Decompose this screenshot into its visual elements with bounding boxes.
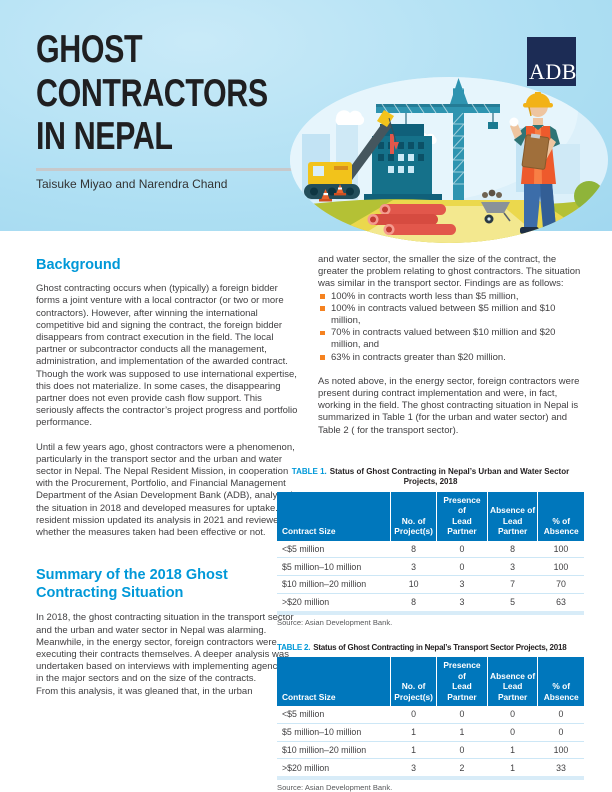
building	[364, 124, 442, 204]
section-heading-background: Background	[36, 257, 121, 273]
table-row: <$5 million 8 0 8 100	[282, 543, 569, 554]
section-heading-summary: Summary of the 2018 Ghost Contracting Si…	[36, 567, 228, 602]
list-item: 100% in contracts valued between $5 mill…	[320, 303, 584, 327]
col-header-contract-size: Contract Size	[277, 491, 391, 541]
traffic-cone-icon	[319, 184, 346, 202]
table-2: Contract Size No. of Project(s) Presence…	[277, 657, 584, 781]
pipes	[367, 204, 456, 235]
table-1: Contract Size No. of Project(s) Presence…	[277, 491, 584, 615]
background-paragraph-1: Ghost contracting occurs when (typically…	[36, 283, 298, 429]
findings-intro: and water sector, the smaller the size o…	[318, 254, 581, 290]
col-header-pct-absence: % of Absence	[537, 657, 584, 707]
table-2-source: Source: Asian Development Bank.	[277, 783, 393, 792]
col-header-pct-absence: % of Absence	[537, 491, 584, 541]
bullet-square-icon	[320, 355, 325, 360]
adb-logo-text: ADB	[529, 59, 577, 84]
right-column: and water sector, the smaller the size o…	[277, 254, 584, 792]
list-item: 63% in contracts greater than $20 millio…	[320, 352, 584, 364]
list-item: 100% in contracts worth less than $5 mil…	[320, 291, 584, 303]
construction-illustration-icon	[290, 77, 608, 243]
table-row: >$20 million 8 3 5 63	[277, 592, 584, 615]
list-item-text: 100% in contracts valued between $5 mill…	[331, 302, 556, 327]
col-header-contract-size: Contract Size	[277, 657, 391, 707]
table-1-caption: TABLE 1. Status of Ghost Contracting in N…	[277, 467, 584, 488]
table-row: <$5 million 0 0 0 0	[282, 709, 564, 720]
table-1-number: TABLE 1.	[291, 466, 327, 476]
table-row: $5 million–10 million 1 1 0 0	[277, 722, 584, 742]
table-2-number: TABLE 2.	[277, 642, 311, 652]
list-item-text: 100% in contracts worth less than $5 mil…	[331, 290, 519, 302]
authors-line: Taisuke Miyao and Narendra Chand	[36, 177, 228, 191]
list-item-text: 70% in contracts valued between $10 mill…	[331, 327, 556, 351]
background-paragraph-2: Until a few years ago, ghost contractors…	[36, 441, 297, 538]
table-2-title: Status of Ghost Contracting in Nepal’s T…	[313, 642, 567, 652]
table-header-row: Contract Size No. of Project(s) Presence…	[277, 491, 584, 541]
col-header-absence: Absence of Lead Partner	[486, 657, 538, 707]
col-header-presence: Presence of Lead Partner	[436, 491, 488, 541]
col-header-presence: Presence of Lead Partner	[436, 657, 488, 707]
construction-worker	[509, 92, 560, 234]
list-item: 70% in contracts valued between $10 mill…	[320, 327, 584, 351]
energy-sector-paragraph: As noted above, in the energy sector, fo…	[318, 375, 580, 436]
bullet-square-icon	[320, 306, 325, 311]
list-item-text: 63% in contracts greater than $20 millio…	[331, 351, 506, 363]
table-2-block: TABLE 2. Status of Ghost Contracting in N…	[277, 643, 584, 792]
table-2-caption: TABLE 2. Status of Ghost Contracting in N…	[277, 643, 584, 653]
table-row: >$20 million 3 2 1 33	[277, 758, 584, 781]
table-row: $10 million–20 million 1 0 1 100	[277, 740, 584, 759]
col-header-absence: Absence of Lead Partner	[486, 491, 538, 541]
table-header-row: Contract Size No. of Project(s) Presence…	[277, 657, 584, 707]
table-1-source: Source: Asian Development Bank.	[277, 617, 393, 627]
bullet-square-icon	[320, 294, 325, 299]
title-divider	[36, 168, 300, 171]
table-1-title: Status of Ghost Contracting in Nepal’s U…	[329, 466, 570, 487]
bullet-square-icon	[320, 330, 325, 336]
page-title: GHOST CONTRACTORS IN NEPAL	[36, 28, 268, 159]
table-row: $5 million–10 million 3 0 3 100	[277, 557, 584, 576]
col-header-no-of-projects: No. of Project(s)	[390, 491, 437, 541]
left-column: Background Ghost contracting occurs when…	[36, 256, 298, 710]
summary-paragraph: In 2018, the ghost contracting situation…	[36, 612, 294, 697]
col-header-no-of-projects: No. of Project(s)	[390, 657, 437, 707]
adb-logo: ADB	[527, 37, 576, 86]
table-1-block: TABLE 1. Status of Ghost Contracting in N…	[277, 467, 584, 627]
wheelbarrow-icon	[481, 189, 511, 224]
table-row: $10 million–20 million 10 3 7 70	[277, 575, 584, 594]
header-banner: GHOST CONTRACTORS IN NEPAL Taisuke Miyao…	[0, 0, 612, 243]
findings-list: 100% in contracts worth less than $5 mil…	[320, 291, 584, 364]
